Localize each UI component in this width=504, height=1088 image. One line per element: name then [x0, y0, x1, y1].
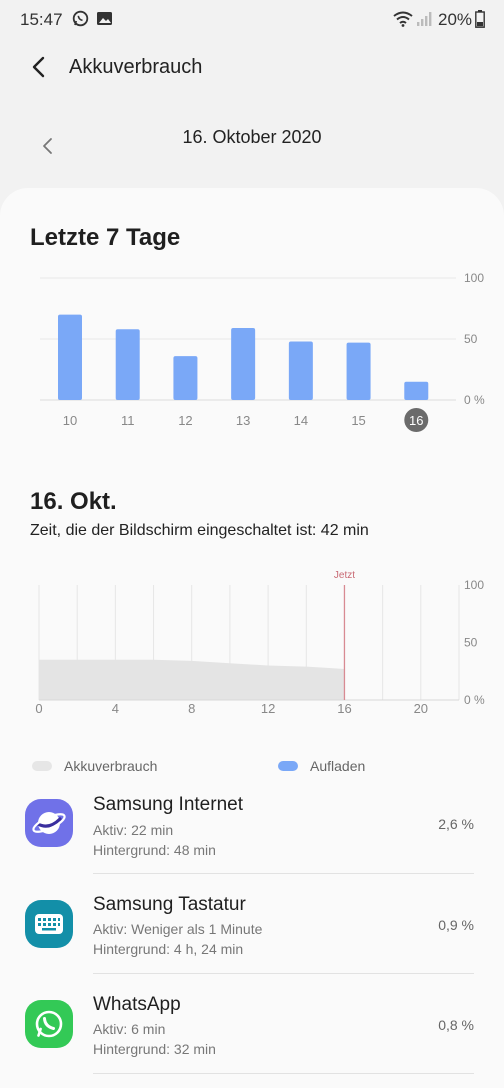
- y-tick-label: 100: [464, 578, 484, 592]
- now-marker-label: Jetzt: [334, 570, 355, 581]
- app-usage-percent: 2,6 %: [438, 816, 474, 832]
- legend-label: Akkuverbrauch: [64, 758, 158, 774]
- date-navigation: 16. Oktober 2020: [0, 118, 504, 168]
- legend-swatch: [278, 761, 298, 771]
- page-title: Akkuverbrauch: [69, 56, 203, 78]
- battery-percent: 20%: [438, 10, 473, 29]
- wifi-icon: [393, 11, 413, 32]
- legend-item-charging: Aufladen: [278, 756, 365, 776]
- y-tick-label: 100: [464, 271, 484, 285]
- x-tick-label: 14: [294, 413, 308, 428]
- whatsapp-icon: [72, 10, 89, 32]
- y-tick-label: 50: [464, 332, 478, 346]
- x-tick-label: 11: [121, 413, 135, 428]
- app-row-samsung-internet[interactable]: Samsung Internet Aktiv: 22 min Hintergru…: [0, 784, 504, 884]
- bar: [115, 329, 140, 400]
- bar: [58, 314, 82, 400]
- whatsapp-icon: [25, 1000, 73, 1048]
- app-name: WhatsApp: [93, 994, 181, 1015]
- bar: [173, 356, 198, 400]
- x-tick-label: 16: [409, 413, 423, 428]
- y-tick-label: 0 %: [464, 393, 485, 407]
- app-active-time: Aktiv: 6 min: [93, 1021, 166, 1037]
- bar: [346, 342, 371, 400]
- app-bar: Akkuverbrauch: [0, 42, 504, 92]
- battery-usage-area: [39, 659, 345, 700]
- legend-item-usage: Akkuverbrauch: [32, 756, 157, 776]
- x-tick-label: 13: [236, 413, 250, 428]
- image-icon: [96, 10, 113, 32]
- y-tick-label: 50: [464, 636, 478, 650]
- app-name: Samsung Tastatur: [93, 894, 246, 915]
- selected-day-marker: [404, 408, 429, 432]
- x-tick-label: 20: [414, 701, 428, 716]
- divider: [93, 973, 474, 974]
- back-arrow-icon: [32, 56, 45, 78]
- bar: [404, 381, 429, 400]
- legend-label: Aufladen: [310, 758, 366, 774]
- x-tick-label: 4: [112, 701, 119, 716]
- x-tick-label: 0: [35, 701, 42, 716]
- x-tick-label: 8: [188, 701, 195, 716]
- selected-date: 16. Oktober 2020: [182, 127, 322, 147]
- bar: [231, 328, 256, 400]
- app-background-time: Hintergrund: 48 min: [93, 842, 216, 858]
- app-active-time: Aktiv: Weniger als 1 Minute: [93, 921, 263, 937]
- x-tick-label: 12: [261, 701, 275, 716]
- back-button[interactable]: [22, 50, 56, 84]
- chevron-left-icon: [43, 138, 52, 154]
- app-usage-percent: 0,8 %: [438, 1017, 474, 1033]
- chart-legend: Akkuverbrauch Aufladen: [0, 756, 504, 776]
- status-time: 15:47: [20, 10, 63, 29]
- app-active-time: Aktiv: 22 min: [93, 822, 174, 838]
- legend-swatch: [32, 761, 52, 771]
- x-tick-label: 15: [351, 413, 365, 428]
- x-tick-label: 12: [178, 413, 192, 428]
- day-section-title: 16. Okt.: [30, 488, 117, 515]
- screen-time-text: Zeit, die der Bildschirm eingeschaltet i…: [30, 522, 369, 539]
- week-section-title: Letzte 7 Tage: [30, 224, 181, 251]
- bar: [288, 341, 313, 400]
- keyboard-icon: [25, 900, 73, 948]
- status-bar: 15:47 20%: [0, 0, 504, 38]
- app-name: Samsung Internet: [93, 794, 243, 815]
- app-background-time: Hintergrund: 4 h, 24 min: [93, 941, 244, 957]
- app-row-whatsapp[interactable]: WhatsApp Aktiv: 6 min Hintergrund: 32 mi…: [0, 984, 504, 1084]
- divider: [93, 873, 474, 874]
- y-tick-label: 0 %: [464, 693, 485, 707]
- x-tick-label: 16: [337, 701, 351, 716]
- app-usage-percent: 0,9 %: [438, 917, 474, 933]
- weekly-usage-chart: 100 50 0 % 10 11 12 13 14 15 16: [40, 271, 485, 432]
- battery-icon: [475, 10, 485, 33]
- x-tick-label: 10: [63, 413, 77, 428]
- signal-icon: [416, 11, 433, 32]
- divider: [93, 1073, 474, 1074]
- samsung-internet-icon: [25, 799, 73, 847]
- usage-card: Letzte 7 Tage 100 50 0 % 10 11 12 13 14 15 16 16.…: [0, 188, 504, 1088]
- daily-battery-chart: 100 50 0 % 0 4 8 12 16 20 Jetzt: [35, 570, 485, 716]
- previous-day-button[interactable]: [36, 132, 60, 160]
- app-background-time: Hintergrund: 32 min: [93, 1041, 216, 1057]
- app-row-samsung-tastatur[interactable]: Samsung Tastatur Aktiv: Weniger als 1 Mi…: [0, 884, 504, 984]
